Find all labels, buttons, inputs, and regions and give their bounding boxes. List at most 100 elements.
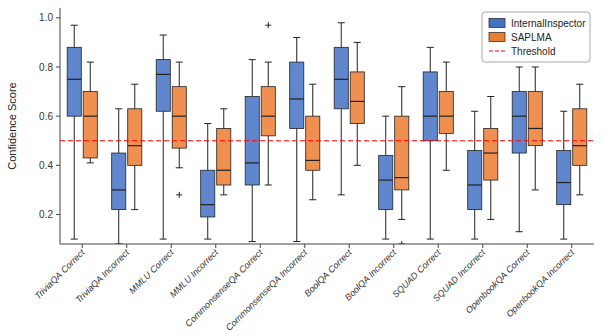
cap-high	[471, 111, 478, 112]
median	[379, 179, 393, 180]
whisker-low	[446, 133, 447, 170]
x-tick	[304, 244, 305, 248]
whisker-low	[223, 185, 224, 195]
cap-low	[382, 239, 389, 240]
y-tick	[56, 214, 60, 215]
whisker-low	[341, 109, 342, 195]
median	[423, 116, 437, 117]
cap-low	[471, 239, 478, 240]
cap-high	[115, 108, 122, 109]
whisker-high	[268, 62, 269, 87]
x-tick	[260, 244, 261, 248]
whisker-low	[535, 146, 536, 190]
median	[112, 189, 126, 190]
cap-high	[487, 96, 494, 97]
y-tick	[56, 17, 60, 18]
cap-high	[382, 116, 389, 117]
x-tick	[571, 244, 572, 248]
box	[528, 92, 542, 146]
whisker-high	[563, 111, 564, 150]
whisker-low	[163, 111, 164, 239]
whisker-low	[134, 165, 135, 209]
box	[379, 156, 393, 210]
cap-high	[338, 22, 345, 23]
whisker-high	[341, 23, 342, 48]
cap-high	[293, 37, 300, 38]
y-tick	[56, 67, 60, 68]
cap-low	[220, 194, 227, 195]
whisker-high	[207, 124, 208, 171]
whisker-high	[118, 109, 119, 153]
median	[290, 98, 304, 99]
whisker-low	[207, 217, 208, 239]
box	[334, 47, 348, 108]
median	[156, 74, 170, 75]
cap-high	[204, 123, 211, 124]
cap-low	[487, 219, 494, 220]
cap-high	[131, 84, 138, 85]
x-tick	[482, 244, 483, 248]
median	[201, 204, 215, 205]
cap-low	[87, 162, 94, 163]
cap-low	[160, 239, 167, 240]
y-tick-label: 0.6	[39, 111, 53, 122]
legend-frame	[482, 12, 590, 62]
y-tick-label: 0.8	[39, 62, 53, 73]
cap-high	[71, 25, 78, 26]
x-axis-line	[60, 244, 594, 245]
median	[306, 160, 320, 161]
whisker-low	[179, 148, 180, 168]
legend-label: SAPLMA	[511, 32, 552, 43]
box	[439, 92, 453, 134]
cap-low	[338, 194, 345, 195]
x-tick-label: CommonsenseQA Correct	[183, 247, 265, 329]
cap-high	[443, 62, 450, 63]
whisker-high	[519, 67, 520, 92]
legend-swatch	[489, 50, 505, 51]
whisker-low	[430, 141, 431, 239]
y-tick-label: 0.2	[39, 209, 53, 220]
whisker-high	[252, 60, 253, 97]
flier	[399, 241, 405, 244]
box	[557, 151, 571, 205]
box	[217, 128, 231, 185]
x-tick-label: BoolQA Incorrect	[343, 247, 399, 303]
whisker-low	[385, 210, 386, 240]
median	[172, 116, 186, 117]
cap-low	[265, 185, 272, 186]
x-tick	[82, 244, 83, 248]
median	[484, 152, 498, 153]
y-axis-label: Confidence Score	[6, 82, 18, 169]
whisker-high	[535, 67, 536, 92]
median	[67, 79, 81, 80]
whisker-high	[579, 84, 580, 109]
whisker-low	[268, 136, 269, 185]
cap-low	[576, 194, 583, 195]
median	[395, 177, 409, 178]
y-tick	[56, 165, 60, 166]
x-tick	[215, 244, 216, 248]
cap-high	[220, 108, 227, 109]
box	[83, 92, 97, 158]
whisker-low	[74, 116, 75, 239]
median	[573, 145, 587, 146]
legend-label: Threshold	[511, 46, 555, 57]
whisker-high	[474, 111, 475, 150]
cap-low	[176, 167, 183, 168]
box	[201, 170, 215, 217]
whisker-high	[134, 84, 135, 109]
box	[261, 87, 275, 136]
whisker-low	[490, 180, 491, 219]
cap-low	[309, 199, 316, 200]
median	[468, 184, 482, 185]
median	[528, 128, 542, 129]
whisker-low	[90, 158, 91, 163]
cap-high	[427, 47, 434, 48]
x-tick	[126, 244, 127, 248]
x-tick	[438, 244, 439, 248]
box	[128, 109, 142, 166]
whisker-high	[401, 87, 402, 117]
box	[112, 153, 126, 210]
flier	[265, 22, 271, 28]
cap-high	[560, 111, 567, 112]
